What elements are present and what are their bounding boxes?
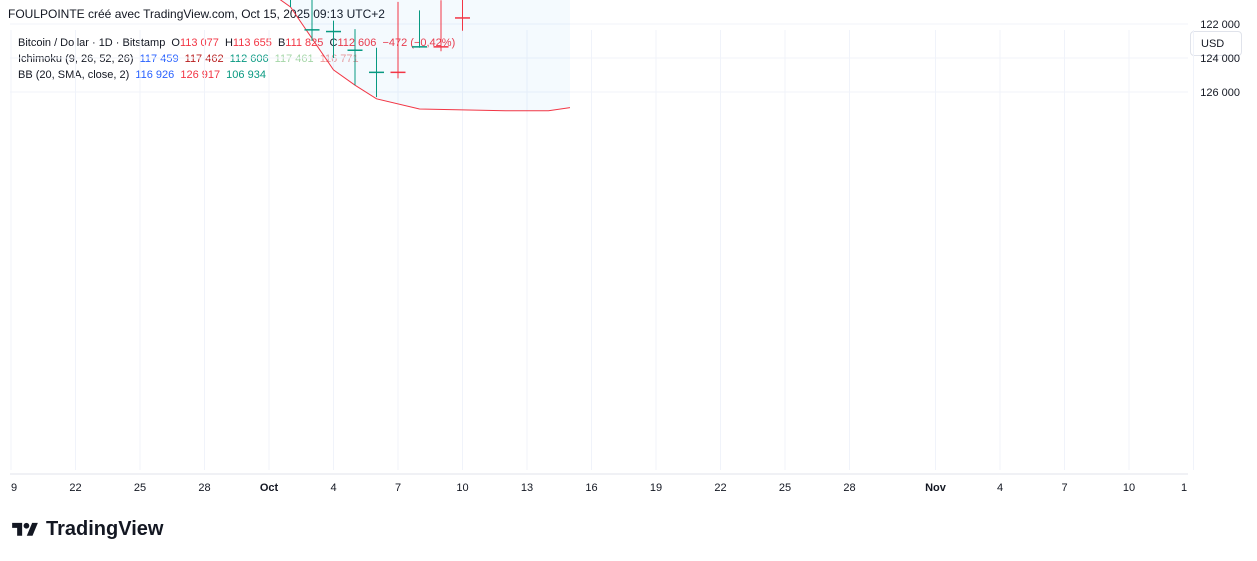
- open-label: O: [171, 37, 180, 49]
- ichimoku-chikou-value: 112 606: [229, 53, 269, 65]
- candle-body: [369, 71, 384, 74]
- bollinger-fill: [280, 0, 570, 111]
- ichimoku-span-a-value: 117 461: [274, 53, 314, 65]
- x-tick-label: 1: [1181, 482, 1187, 494]
- candle-body: [326, 30, 341, 33]
- legend-bb-row[interactable]: BB (20, SMA, close, 2) 116 926 126 917 1…: [18, 67, 458, 83]
- candle-body: [347, 49, 363, 51]
- open-value: 113 077: [179, 37, 219, 49]
- x-tick-label: 22: [714, 482, 726, 494]
- x-tick-label: 4: [997, 482, 1003, 494]
- x-tick-label: 13: [521, 482, 533, 494]
- x-tick-label: 16: [585, 482, 597, 494]
- bb-lower-value: 106 934: [226, 69, 266, 81]
- indicator-lines: [279, 0, 571, 112]
- x-tick-label: 28: [843, 482, 855, 494]
- candle-body: [304, 29, 320, 31]
- x-tick-label: 25: [134, 482, 146, 494]
- y-tick-label: 124 000: [1200, 53, 1240, 65]
- x-tick-label: 9: [11, 482, 17, 494]
- ohlc-high: H113 655: [225, 37, 272, 49]
- tradingview-logo-icon: [12, 522, 38, 536]
- close-value: 112 606: [337, 37, 376, 49]
- low-value: 111 825: [285, 37, 324, 49]
- x-tick-label: 22: [69, 482, 81, 494]
- y-tick-label: 126 000: [1200, 87, 1240, 99]
- symbol-name: Bitcoin / Dollar · 1D · Bitstamp: [18, 37, 166, 49]
- ohlc-open: O113 077: [171, 37, 219, 49]
- candles: [290, 0, 470, 98]
- ichimoku-tenkan-value: 117 459: [139, 53, 179, 65]
- x-tick-label: 10: [1123, 482, 1135, 494]
- ichimoku-span-b-value: 116 771: [320, 53, 359, 65]
- bb-upper-value: 126 917: [180, 69, 221, 81]
- x-tick-label: 7: [1061, 482, 1067, 494]
- candle-body: [390, 71, 406, 74]
- x-tick-label: Oct: [260, 482, 279, 494]
- bb-band-fill: [280, 0, 570, 111]
- x-tick-label: Nov: [925, 482, 947, 494]
- chart-legend: Bitcoin / Dollar · 1D · Bitstamp O113 07…: [18, 35, 458, 83]
- x-tick-label: 10: [456, 482, 468, 494]
- x-tick-label: 7: [395, 482, 401, 494]
- candle-body: [455, 17, 470, 19]
- price-change: −472 (−0,42%): [382, 37, 455, 49]
- bb-upper-line: [279, 0, 571, 112]
- candle-body: [412, 46, 427, 48]
- high-label: H: [224, 37, 233, 49]
- tradingview-logo[interactable]: TradingView: [10, 518, 163, 541]
- x-tick-label: 4: [330, 482, 336, 494]
- chart-header-title: FOULPOINTE créé avec TradingView.com, Oc…: [8, 7, 385, 21]
- x-tick-label: 28: [198, 482, 210, 494]
- ohlc-low: B111 825: [278, 37, 323, 49]
- grid: [10, 23, 1194, 470]
- currency-button[interactable]: USD: [1190, 31, 1242, 56]
- x-tick-label: 25: [779, 482, 791, 494]
- low-label: B: [277, 37, 286, 49]
- bb-basis-value: 116 926: [135, 69, 175, 81]
- y-tick-label: 122 000: [1200, 19, 1240, 31]
- legend-symbol-row[interactable]: Bitcoin / Dollar · 1D · Bitstamp O113 07…: [18, 35, 458, 51]
- x-tick-label: 19: [650, 482, 662, 494]
- high-value: 113 655: [232, 37, 272, 49]
- brand-name: TradingView: [46, 518, 164, 540]
- bb-name: BB (20, SMA, close, 2): [18, 69, 130, 81]
- candle-body: [433, 46, 449, 48]
